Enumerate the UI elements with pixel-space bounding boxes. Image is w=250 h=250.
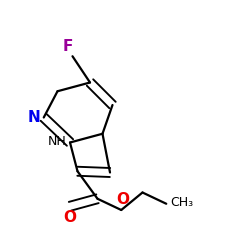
Text: CH₃: CH₃	[170, 196, 193, 209]
Text: N: N	[27, 110, 40, 125]
Text: O: O	[116, 192, 129, 208]
Text: NH: NH	[48, 135, 66, 148]
Text: O: O	[64, 210, 76, 225]
Text: F: F	[62, 39, 73, 54]
